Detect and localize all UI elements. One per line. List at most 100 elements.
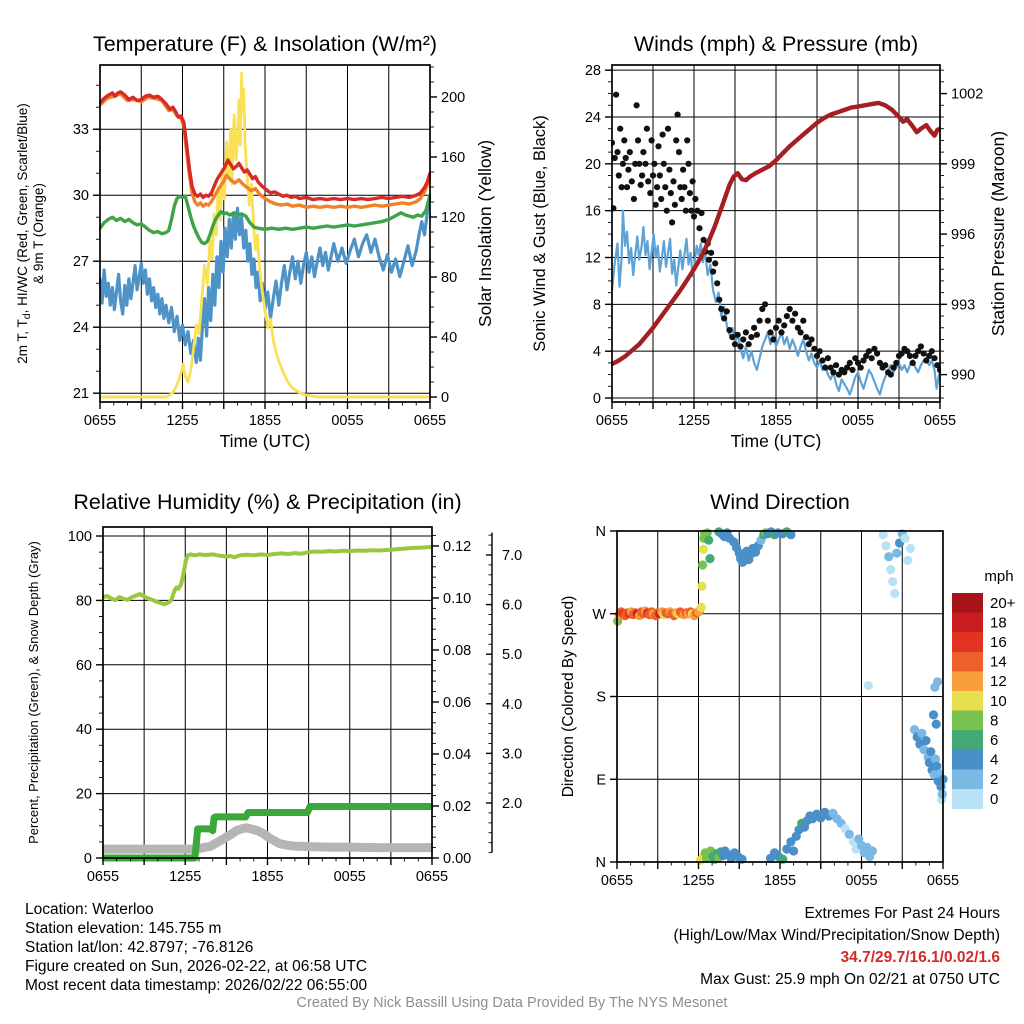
station-location: Location: Waterloo — [25, 901, 154, 918]
svg-text:N: N — [596, 855, 606, 871]
speed-colorbar: 20+ 18 16 14 12 10 8 6 4 2 0 mph — [952, 568, 1016, 810]
grid-lines — [617, 531, 943, 862]
svg-text:8: 8 — [990, 712, 998, 729]
svg-text:1855: 1855 — [251, 869, 283, 885]
svg-text:80: 80 — [76, 593, 92, 609]
series-snow-depth — [102, 823, 433, 854]
time-axis-label: Time (UTC) — [731, 431, 822, 451]
svg-text:0055: 0055 — [845, 873, 877, 889]
y-axis-right: 0 40 80 120 160 200 — [430, 66, 465, 406]
svg-text:20: 20 — [76, 787, 92, 803]
svg-text:12: 12 — [990, 673, 1007, 690]
svg-text:0.06: 0.06 — [443, 695, 471, 711]
x-axis: 0655 1255 1855 0055 0655 — [596, 402, 956, 429]
temperature-y-label: & 9m T (Orange) — [31, 183, 46, 284]
series-sonic-wind — [611, 209, 941, 396]
grid-lines — [103, 527, 432, 858]
insolation-y-label: Solar Insolation (Yellow) — [475, 140, 495, 327]
svg-text:0055: 0055 — [842, 413, 874, 429]
time-axis-label: Time (UTC) — [220, 431, 311, 451]
svg-text:16: 16 — [585, 204, 601, 220]
svg-text:1002: 1002 — [951, 87, 983, 103]
svg-text:1255: 1255 — [169, 869, 201, 885]
svg-text:996: 996 — [951, 227, 975, 243]
series-insolation — [99, 71, 431, 399]
svg-text:160: 160 — [441, 150, 465, 166]
svg-text:0: 0 — [990, 791, 998, 808]
station-latlon: Station lat/lon: 42.8797; -76.8126 — [25, 939, 254, 956]
temperature-y-label: 2m T, Td, HI/WC (Red, Green, Scarlet/Blu… — [15, 103, 33, 363]
figure-created: Figure created on Sun, 2026-02-22, at 06… — [25, 958, 368, 975]
svg-text:0.00: 0.00 — [443, 851, 471, 867]
svg-text:4.0: 4.0 — [502, 697, 522, 713]
svg-text:0: 0 — [84, 851, 92, 867]
svg-text:24: 24 — [585, 110, 601, 126]
svg-text:40: 40 — [76, 722, 92, 738]
svg-text:40: 40 — [441, 330, 457, 346]
footer: Location: Waterloo Station elevation: 14… — [0, 896, 1024, 1024]
svg-text:0: 0 — [593, 391, 601, 407]
svg-text:33: 33 — [73, 122, 89, 138]
svg-text:1255: 1255 — [682, 873, 714, 889]
credit-line: Created By Nick Bassill Using Data Provi… — [296, 995, 728, 1011]
extremes-values: 34.7/29.7/16.1/0.02/1.6 — [840, 949, 1000, 966]
svg-text:120: 120 — [441, 210, 465, 226]
grid-lines — [612, 65, 940, 402]
svg-text:4: 4 — [990, 752, 998, 769]
x-axis: 0655 1255 1855 0055 0655 — [87, 858, 448, 885]
series-wind-chill — [99, 193, 431, 364]
grid-lines — [100, 65, 430, 402]
y-axis-right: 990 993 996 999 1002 — [940, 69, 983, 399]
extremes-info: Extremes For Past 24 Hours (High/Low/Max… — [674, 903, 1001, 991]
svg-text:20: 20 — [585, 157, 601, 173]
winds-panel-title: Winds (mph) & Pressure (mb) — [634, 32, 918, 56]
svg-text:2: 2 — [990, 771, 998, 788]
svg-text:0655: 0655 — [414, 413, 446, 429]
svg-text:E: E — [596, 772, 606, 788]
direction-y-label: Direction (Colored By Speed) — [560, 596, 577, 798]
svg-text:20+: 20+ — [990, 595, 1016, 612]
extremes-title: Extremes For Past 24 Hours — [804, 905, 1000, 922]
svg-text:0.02: 0.02 — [443, 799, 471, 815]
panel-temperature-insolation — [99, 71, 431, 399]
station-elevation: Station elevation: 145.755 m — [25, 920, 222, 937]
svg-text:0055: 0055 — [334, 869, 366, 885]
series-dewpoint — [99, 193, 431, 246]
svg-text:6: 6 — [990, 732, 998, 749]
svg-text:80: 80 — [441, 270, 457, 286]
direction-axis: N E S W N — [592, 524, 617, 871]
svg-text:0655: 0655 — [601, 873, 633, 889]
svg-text:0.04: 0.04 — [443, 747, 471, 763]
svg-text:999: 999 — [951, 157, 975, 173]
data-timestamp: Most recent data timestamp: 2026/02/22 0… — [25, 977, 368, 994]
y-axis-left: 0 20 40 60 80 100 — [68, 529, 103, 867]
svg-text:1255: 1255 — [678, 413, 710, 429]
svg-text:24: 24 — [73, 320, 89, 336]
series-2m-temperature — [99, 90, 431, 202]
svg-text:21: 21 — [73, 386, 89, 402]
panel-humidity-precipitation — [102, 545, 433, 862]
svg-text:993: 993 — [951, 297, 975, 313]
extremes-subtitle: (High/Low/Max Wind/Precipitation/Snow De… — [673, 927, 1001, 944]
humidity-panel-title: Relative Humidity (%) & Precipitation (i… — [73, 490, 461, 514]
svg-text:W: W — [592, 607, 606, 623]
svg-text:1855: 1855 — [764, 873, 796, 889]
svg-text:0: 0 — [441, 390, 449, 406]
series-relative-humidity — [102, 545, 433, 607]
snow-depth-axis: 2.0 3.0 4.0 5.0 6.0 7.0 — [486, 532, 522, 854]
svg-text:6.0: 6.0 — [502, 598, 522, 614]
svg-text:1255: 1255 — [166, 413, 198, 429]
svg-text:0655: 0655 — [596, 413, 628, 429]
svg-text:100: 100 — [68, 529, 92, 545]
y-axis-right: 0.00 0.02 0.04 0.06 0.08 0.10 0.12 — [432, 535, 471, 867]
svg-text:10: 10 — [990, 693, 1007, 710]
svg-text:0055: 0055 — [331, 413, 363, 429]
svg-text:0655: 0655 — [924, 413, 956, 429]
svg-text:12: 12 — [585, 251, 601, 267]
svg-text:0655: 0655 — [927, 873, 959, 889]
svg-text:16: 16 — [990, 634, 1007, 651]
series-precipitation — [102, 803, 433, 862]
svg-text:18: 18 — [990, 614, 1007, 631]
svg-text:5.0: 5.0 — [502, 647, 522, 663]
